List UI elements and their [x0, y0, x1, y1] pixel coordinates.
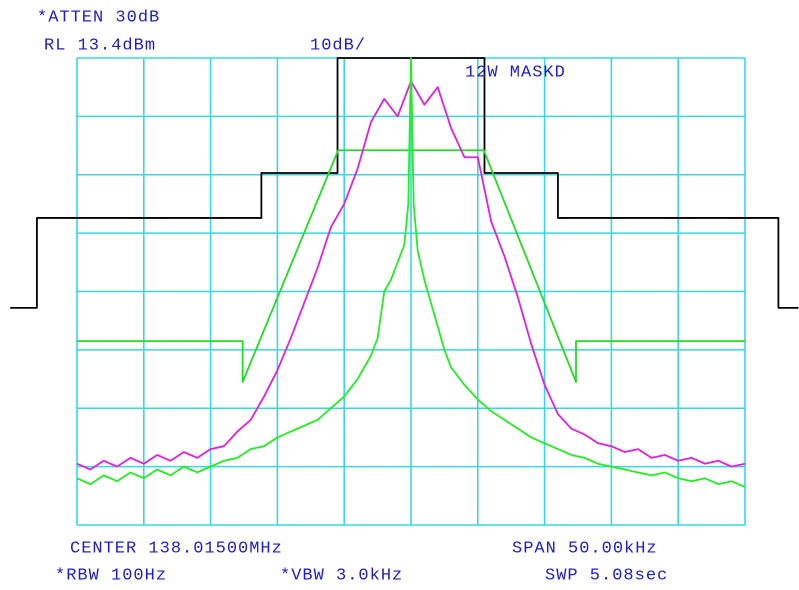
grid [76, 57, 746, 526]
trace [10, 57, 799, 309]
trace [77, 149, 745, 383]
reference-level: RL 13.4dBm [44, 36, 156, 55]
sweep-time: SWP 5.08sec [545, 566, 668, 585]
center-frequency: CENTER 138.01500MHz [70, 539, 283, 558]
scale: 10dB/ [310, 36, 366, 55]
vbw: *VBW 3.0kHz [280, 566, 403, 585]
mask-label: 12W MASKD [465, 63, 566, 82]
rbw: *RBW 100Hz [55, 566, 167, 585]
attenuation: *ATTEN 30dB [37, 8, 160, 27]
span: SPAN 50.00kHz [512, 539, 658, 558]
traces [10, 57, 799, 488]
trace [76, 57, 746, 488]
